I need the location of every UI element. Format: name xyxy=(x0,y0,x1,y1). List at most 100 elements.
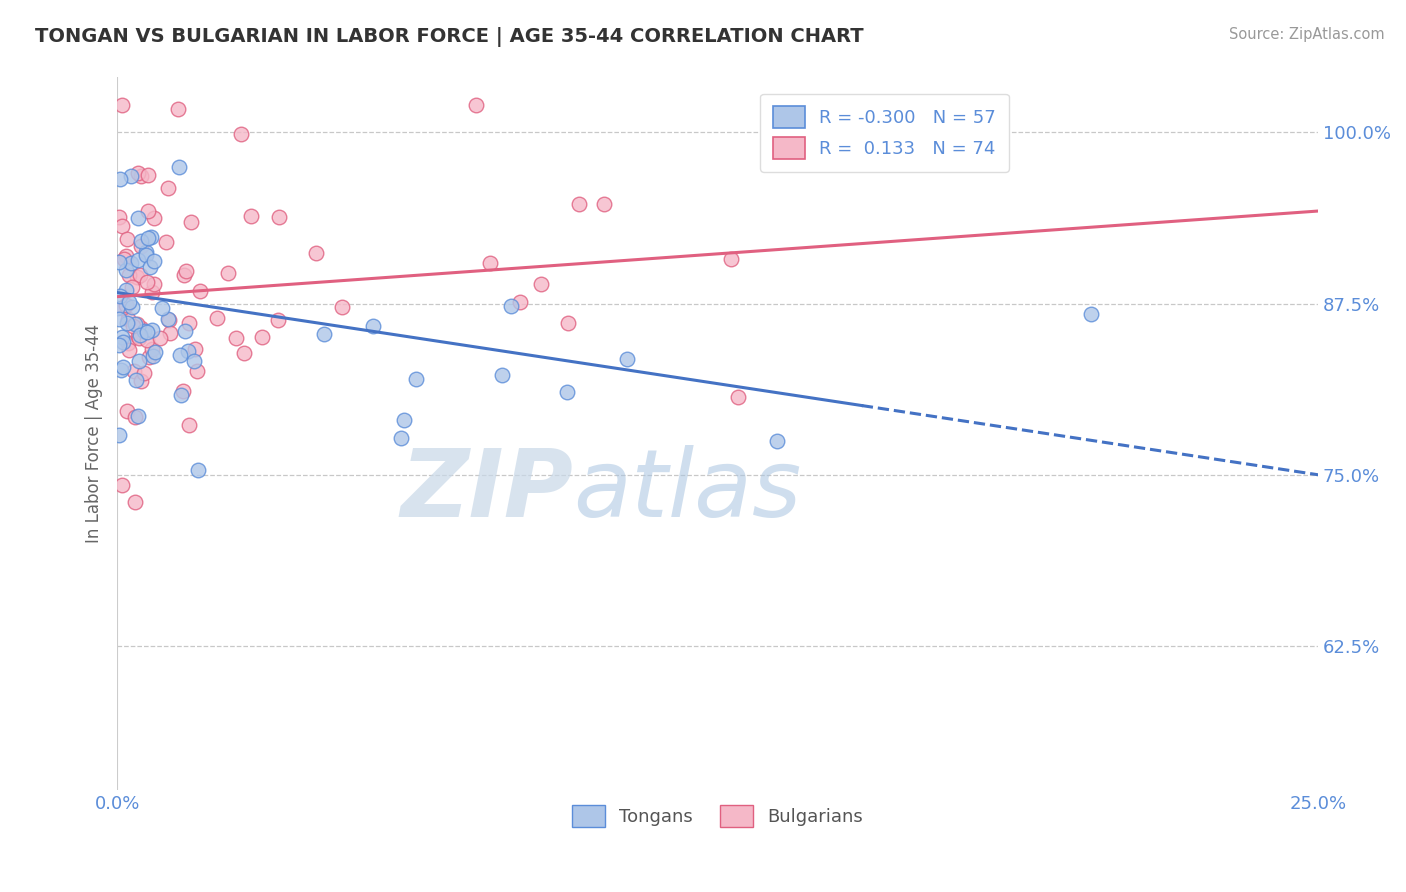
Point xyxy=(111,329,134,343)
Point xyxy=(361,319,384,334)
Point xyxy=(134,366,156,380)
Point xyxy=(159,326,181,340)
Point xyxy=(107,254,129,268)
Point xyxy=(217,266,239,280)
Point xyxy=(107,301,129,315)
Point xyxy=(141,349,163,363)
Point xyxy=(117,336,139,351)
Point xyxy=(118,295,141,310)
Point xyxy=(166,102,188,116)
Point xyxy=(127,253,149,268)
Point xyxy=(112,335,135,350)
Point xyxy=(143,344,166,359)
Point xyxy=(225,330,247,344)
Point xyxy=(179,316,201,330)
Point xyxy=(117,343,139,358)
Point xyxy=(478,256,501,270)
Point xyxy=(111,98,134,112)
Point xyxy=(314,326,336,341)
Point xyxy=(765,434,787,448)
Point xyxy=(136,204,159,219)
Point xyxy=(172,384,194,398)
Point xyxy=(138,169,160,183)
Point xyxy=(464,98,486,112)
Point xyxy=(557,316,579,330)
Point xyxy=(135,244,157,259)
Text: Source: ZipAtlas.com: Source: ZipAtlas.com xyxy=(1229,27,1385,42)
Point xyxy=(157,313,180,327)
Point xyxy=(205,311,228,326)
Point xyxy=(112,252,135,267)
Point xyxy=(120,169,142,183)
Point xyxy=(111,478,134,492)
Point xyxy=(108,338,131,352)
Y-axis label: In Labor Force | Age 35-44: In Labor Force | Age 35-44 xyxy=(86,324,103,543)
Point xyxy=(389,431,412,445)
Point xyxy=(141,285,163,299)
Point xyxy=(108,172,131,186)
Point xyxy=(108,289,131,303)
Point xyxy=(115,317,138,331)
Point xyxy=(136,333,159,347)
Point xyxy=(183,342,205,356)
Point xyxy=(155,235,177,249)
Point xyxy=(121,300,143,314)
Point xyxy=(124,495,146,509)
Point xyxy=(124,409,146,424)
Point xyxy=(141,342,163,356)
Point xyxy=(107,312,129,326)
Point xyxy=(405,372,427,386)
Point xyxy=(108,427,131,442)
Point xyxy=(177,343,200,358)
Point xyxy=(183,353,205,368)
Point xyxy=(330,300,353,314)
Point xyxy=(491,368,513,382)
Point xyxy=(118,268,141,283)
Point xyxy=(267,312,290,326)
Point xyxy=(117,404,139,418)
Point xyxy=(124,364,146,378)
Point xyxy=(501,299,523,313)
Point xyxy=(128,354,150,368)
Point xyxy=(117,312,139,326)
Point xyxy=(107,210,129,224)
Point xyxy=(305,246,328,260)
Point xyxy=(149,331,172,345)
Point xyxy=(121,280,143,294)
Point xyxy=(122,319,145,334)
Point xyxy=(143,254,166,268)
Point xyxy=(142,211,165,225)
Point xyxy=(129,374,152,388)
Point xyxy=(229,127,252,141)
Point xyxy=(127,166,149,180)
Point xyxy=(114,249,136,263)
Point xyxy=(135,247,157,261)
Point xyxy=(112,359,135,374)
Point xyxy=(111,301,134,315)
Point xyxy=(125,373,148,387)
Point xyxy=(170,388,193,402)
Point xyxy=(187,463,209,477)
Point xyxy=(129,238,152,252)
Point xyxy=(250,329,273,343)
Point xyxy=(142,277,165,292)
Point xyxy=(110,363,132,377)
Point xyxy=(131,321,153,335)
Point xyxy=(239,209,262,223)
Point xyxy=(128,331,150,345)
Point xyxy=(157,312,180,326)
Point xyxy=(138,350,160,364)
Point xyxy=(124,318,146,332)
Point xyxy=(134,324,156,338)
Point xyxy=(720,252,742,267)
Point xyxy=(173,268,195,283)
Point xyxy=(392,413,415,427)
Point xyxy=(567,196,589,211)
Point xyxy=(150,301,173,315)
Point xyxy=(115,263,138,277)
Point xyxy=(125,270,148,285)
Point xyxy=(129,169,152,183)
Point xyxy=(530,277,553,292)
Point xyxy=(111,219,134,233)
Point xyxy=(129,327,152,342)
